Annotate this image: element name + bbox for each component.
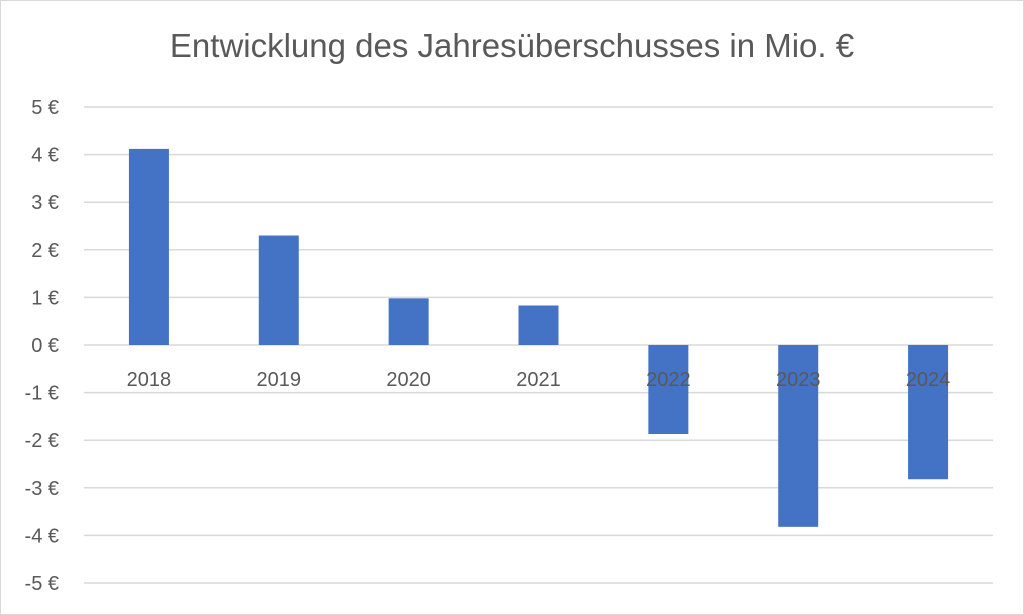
y-tick-label: 1 € — [31, 287, 59, 309]
y-tick-label: 2 € — [31, 240, 59, 262]
y-tick-label: -2 € — [25, 430, 59, 452]
x-category-label: 2018 — [127, 369, 172, 391]
bar-2018 — [128, 148, 169, 345]
y-tick-label: -3 € — [25, 478, 59, 500]
x-category-label: 2022 — [646, 369, 691, 391]
bar-2020 — [388, 298, 429, 345]
bars — [128, 148, 949, 527]
x-category-label: 2021 — [516, 369, 561, 391]
bar-2019 — [258, 235, 299, 345]
y-tick-label: -5 € — [25, 573, 59, 595]
y-tick-label: 0 € — [31, 335, 59, 357]
y-axis-ticks: 5 € 4 € 3 € 2 € 1 € 0 € -1 € -2 € -3 € -4 € -5 € — [25, 97, 59, 595]
bar-2022 — [648, 345, 689, 435]
y-tick-label: -1 € — [25, 383, 59, 405]
x-category-label: 2020 — [386, 369, 431, 391]
x-category-label: 2024 — [906, 369, 951, 391]
bar-2024 — [908, 345, 949, 480]
chart-title: Entwicklung des Jahresüberschusses in Mi… — [169, 27, 855, 64]
bar-2023 — [778, 345, 819, 527]
bar-2021 — [518, 305, 559, 345]
x-category-label: 2023 — [776, 369, 821, 391]
x-axis-categories: 2018 2019 2020 2021 2022 2023 2024 — [127, 369, 951, 391]
y-tick-label: 5 € — [31, 97, 59, 119]
gridlines — [84, 106, 993, 584]
y-tick-label: -4 € — [25, 525, 59, 547]
x-category-label: 2019 — [257, 369, 302, 391]
y-tick-label: 3 € — [31, 192, 59, 214]
y-tick-label: 4 € — [31, 145, 59, 167]
